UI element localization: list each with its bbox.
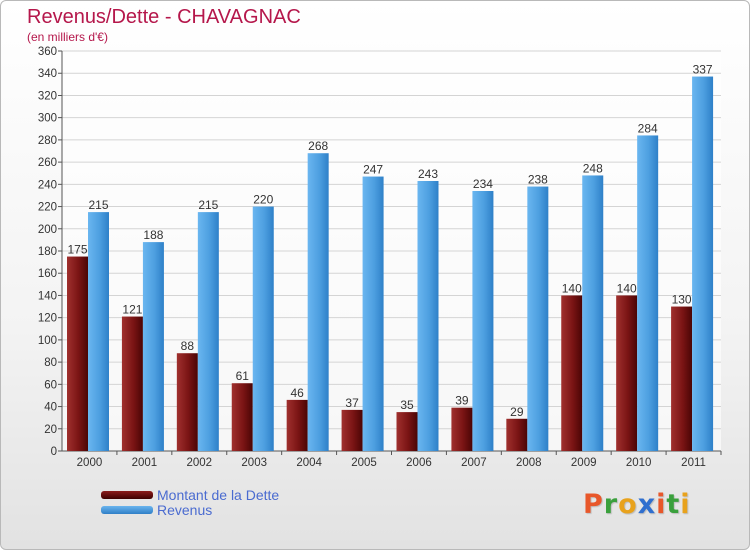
data-label-revenus: 268	[308, 139, 328, 153]
legend-label-revenus: Revenus	[157, 501, 213, 518]
y-tick-label: 340	[38, 68, 57, 80]
bar-dette	[231, 383, 253, 451]
x-tick-label: 2007	[461, 457, 487, 469]
bar-dette	[671, 306, 693, 451]
bar-revenus	[582, 175, 604, 451]
data-label-revenus: 215	[198, 198, 218, 212]
data-label-dette: 88	[181, 339, 195, 353]
data-label-revenus: 337	[693, 63, 713, 77]
x-tick-label: 2009	[571, 457, 597, 469]
y-tick-label: 200	[38, 224, 57, 236]
y-tick-label: 240	[38, 179, 57, 191]
logo-letter: x	[637, 489, 657, 520]
data-label-dette: 39	[455, 394, 469, 408]
bar-dette	[286, 399, 308, 451]
bar-revenus	[417, 181, 439, 451]
bar-dette	[67, 256, 88, 451]
legend-swatch-dette	[101, 490, 153, 499]
data-label-dette: 29	[510, 405, 524, 419]
y-tick-label: 220	[38, 202, 57, 214]
bar-revenus	[142, 242, 164, 451]
bar-dette	[451, 407, 473, 451]
bar-revenus	[527, 186, 549, 452]
legend-swatch-revenus	[101, 505, 153, 514]
legend: Montant de la Dette Revenus	[101, 486, 280, 518]
y-tick-label: 100	[38, 335, 57, 347]
bar-dette	[561, 295, 583, 451]
logo-letter: o	[618, 489, 638, 520]
logo-letter: r	[603, 489, 619, 520]
bar-dette	[176, 353, 198, 451]
logo-letter: t	[666, 489, 681, 520]
data-label-dette: 175	[67, 243, 87, 257]
x-tick-label: 2008	[516, 457, 542, 469]
data-label-dette: 37	[345, 396, 359, 410]
x-tick-label: 2010	[626, 457, 652, 469]
logo-letter: P	[583, 489, 604, 520]
y-tick-label: 140	[38, 290, 57, 302]
bar-dette	[616, 295, 638, 451]
data-label-dette: 46	[290, 386, 304, 400]
data-label-dette: 121	[122, 303, 142, 317]
bar-dette	[121, 316, 143, 451]
chart-subtitle: (en milliers d'€)	[27, 30, 108, 44]
bar-dette	[341, 409, 363, 451]
bar-revenus	[692, 76, 714, 452]
bar-revenus	[637, 135, 659, 451]
legend-item-dette: Montant de la Dette	[101, 486, 280, 503]
data-label-revenus: 238	[528, 173, 548, 187]
y-tick-label: 260	[38, 157, 57, 169]
data-label-dette: 140	[617, 281, 637, 295]
y-tick-label: 280	[38, 135, 57, 147]
logo-letter: i	[680, 489, 691, 520]
x-tick-label: 2001	[132, 457, 158, 469]
bar-dette	[396, 412, 418, 451]
x-tick-label: 2000	[77, 457, 103, 469]
data-label-revenus: 248	[583, 161, 603, 175]
data-label-dette: 130	[672, 293, 692, 307]
x-tick-label: 2004	[296, 457, 322, 469]
legend-item-revenus: Revenus	[101, 501, 279, 518]
data-label-revenus: 243	[418, 167, 438, 181]
data-label-revenus: 284	[638, 121, 658, 135]
data-label-dette: 140	[562, 281, 582, 295]
data-label-revenus: 220	[253, 193, 273, 207]
y-tick-label: 60	[44, 379, 57, 391]
bar-revenus	[252, 206, 274, 451]
data-label-revenus: 247	[363, 163, 383, 177]
y-tick-label: 40	[44, 402, 57, 414]
data-label-revenus: 234	[473, 177, 493, 191]
x-tick-label: 2011	[681, 457, 706, 469]
y-tick-label: 80	[44, 357, 57, 369]
bar-revenus	[472, 191, 494, 451]
logo-letter: i	[656, 489, 667, 520]
proxiti-logo: Proxiti	[583, 489, 691, 520]
x-tick-label: 2003	[241, 457, 267, 469]
chart-title: Revenus/Dette - CHAVAGNAC	[27, 6, 301, 28]
data-label-dette: 35	[400, 398, 414, 412]
x-tick-label: 2006	[406, 457, 432, 469]
y-tick-label: 160	[38, 268, 57, 280]
x-tick-label: 2002	[186, 457, 212, 469]
y-tick-label: 300	[38, 113, 57, 125]
bar-revenus	[197, 212, 219, 451]
y-tick-label: 180	[38, 246, 57, 258]
y-tick-label: 120	[38, 313, 57, 325]
bar-dette	[506, 418, 528, 451]
bar-revenus	[307, 153, 329, 451]
y-tick-label: 320	[38, 90, 57, 102]
x-tick-label: 2005	[351, 457, 377, 469]
legend-label-dette: Montant de la Dette	[157, 486, 280, 503]
data-label-revenus: 188	[143, 228, 163, 242]
data-label-dette: 61	[236, 369, 250, 383]
bar-revenus	[362, 176, 384, 452]
y-tick-label: 360	[38, 46, 57, 58]
y-tick-label: 20	[44, 424, 57, 436]
y-tick-label: 0	[51, 446, 57, 458]
data-label-revenus: 215	[88, 198, 108, 212]
bar-revenus	[88, 212, 109, 451]
